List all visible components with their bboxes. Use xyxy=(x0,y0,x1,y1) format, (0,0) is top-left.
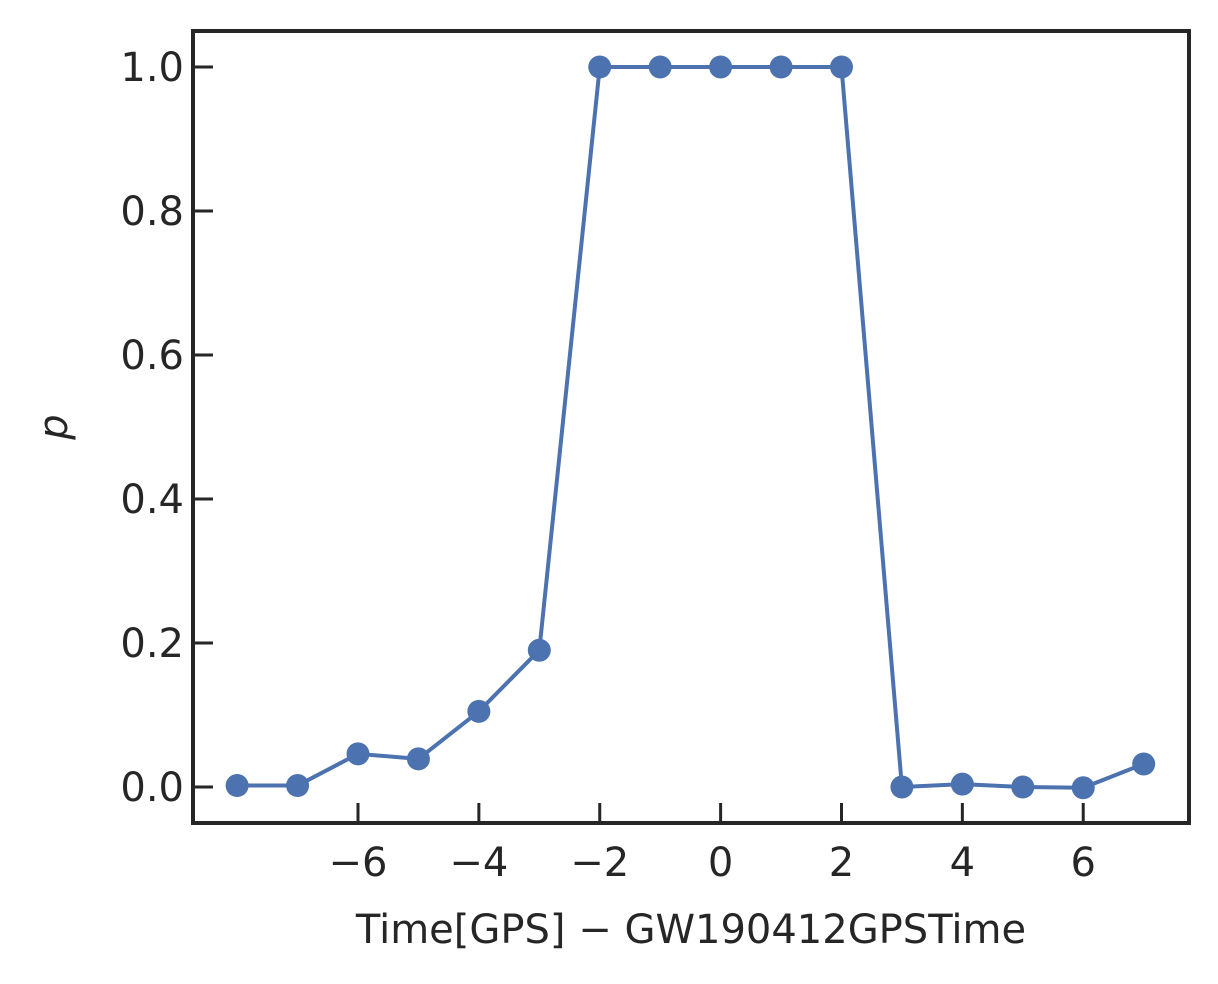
data-point xyxy=(286,774,310,798)
data-point xyxy=(890,775,914,799)
data-point xyxy=(406,747,430,771)
y-tick-label: 1.0 xyxy=(120,45,184,91)
x-tick-label: −4 xyxy=(449,840,508,886)
x-tick-label: 6 xyxy=(1071,840,1096,886)
data-point xyxy=(769,55,793,79)
data-point xyxy=(588,55,612,79)
x-tick-label: −2 xyxy=(570,840,629,886)
series-line xyxy=(235,65,1146,790)
data-point xyxy=(1011,775,1035,799)
y-tick-label: 0.8 xyxy=(120,189,184,235)
data-point xyxy=(346,742,370,766)
data-point xyxy=(709,55,733,79)
x-ticks: −6 −4 −2 0 2 4 6 xyxy=(329,803,1096,886)
x-axis-label: Time[GPS] − GW190412GPSTime xyxy=(355,907,1026,953)
data-point xyxy=(829,55,853,79)
x-tick-label: 0 xyxy=(708,840,733,886)
data-point xyxy=(648,55,672,79)
y-tick-label: 0.0 xyxy=(120,765,184,811)
y-axis-label: p xyxy=(31,414,77,440)
data-point xyxy=(1132,752,1156,776)
y-ticks: 0.0 0.2 0.4 0.6 0.8 1.0 xyxy=(120,45,213,811)
series-group xyxy=(225,55,1156,800)
plot-frame xyxy=(191,29,1191,825)
y-tick-label: 0.2 xyxy=(120,621,184,667)
data-point xyxy=(527,638,551,662)
x-tick-label: 2 xyxy=(829,840,854,886)
x-tick-label: −6 xyxy=(329,840,388,886)
y-tick-label: 0.4 xyxy=(120,477,184,523)
data-point xyxy=(950,772,974,796)
data-point xyxy=(225,774,249,798)
y-tick-label: 0.6 xyxy=(120,333,184,379)
data-point xyxy=(467,699,491,723)
data-point xyxy=(1071,776,1095,800)
x-tick-label: 4 xyxy=(950,840,975,886)
